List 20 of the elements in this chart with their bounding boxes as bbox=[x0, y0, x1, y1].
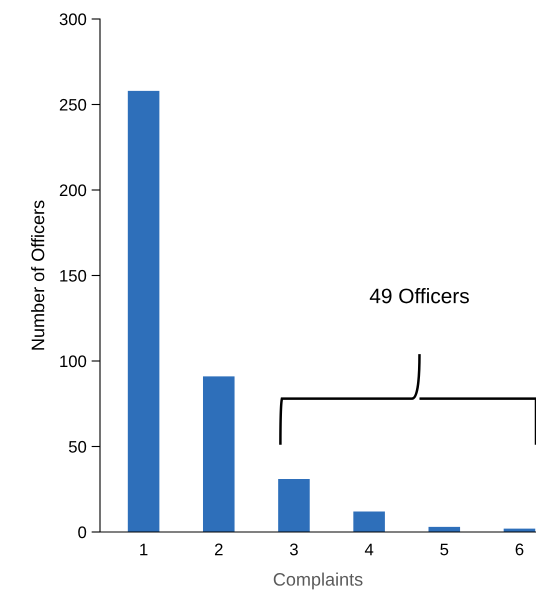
bar bbox=[128, 90, 160, 532]
x-axis-title: Complaints bbox=[274, 572, 363, 590]
y-tick-label: 100 bbox=[60, 355, 86, 368]
annotation: 49 Officers bbox=[370, 288, 469, 304]
y-tick-label: 0 bbox=[78, 526, 86, 538]
bar bbox=[202, 376, 235, 532]
bar bbox=[353, 511, 385, 532]
x-tick-label: 1 bbox=[140, 544, 148, 556]
y-tick-label: 150 bbox=[60, 270, 86, 282]
x-tick-label: 5 bbox=[440, 544, 448, 556]
x-tick-label: 4 bbox=[364, 544, 374, 556]
y-tick-label: 300 bbox=[60, 13, 86, 26]
x-tick-label: 6 bbox=[516, 544, 524, 556]
y-tick-label: 50 bbox=[68, 440, 86, 453]
y-axis-title: Number of Officers bbox=[31, 200, 44, 350]
y-tick-label: 250 bbox=[60, 98, 86, 111]
x-tick-label: 3 bbox=[290, 544, 298, 556]
x-tick-label: 2 bbox=[214, 544, 223, 556]
y-tick-label: 200 bbox=[60, 184, 86, 196]
bar bbox=[278, 478, 310, 532]
